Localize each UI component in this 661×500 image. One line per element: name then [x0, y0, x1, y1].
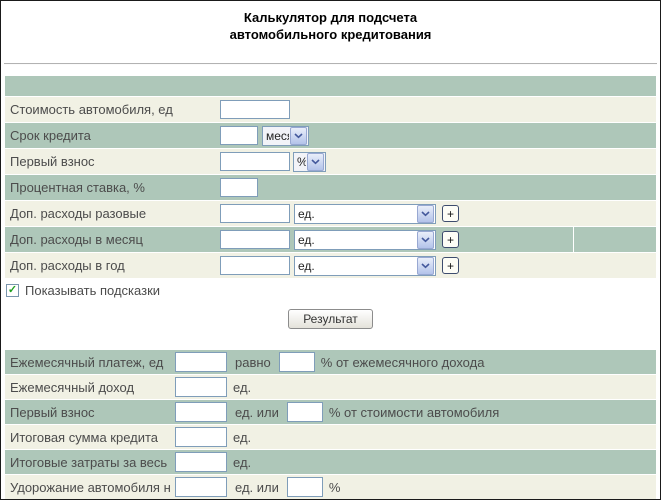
extra-once-unit-select[interactable]: ед.	[294, 203, 436, 224]
downpayment-input[interactable]	[220, 152, 290, 171]
row-label: Доп. расходы разовые	[10, 206, 147, 221]
downpayment-unit-value: %	[294, 155, 306, 169]
add-extra-monthly-button[interactable]: +	[442, 231, 459, 248]
result-button[interactable]: Результат	[288, 309, 373, 329]
total-costs-input[interactable]	[175, 452, 227, 472]
result-row: Ежемесячный доход ед.	[5, 375, 656, 399]
or-text: ед. или	[235, 479, 279, 495]
show-hints-label: Показывать подсказки	[25, 282, 161, 298]
suffix-text: % от ежемесячного дохода	[320, 354, 485, 370]
form-row: Доп. расходы разовые ед. +	[5, 201, 656, 226]
monthly-payment-input[interactable]	[175, 352, 227, 372]
monthly-income-input[interactable]	[175, 377, 227, 397]
suffix-text: %	[328, 479, 341, 495]
equals-text: равно	[235, 354, 271, 370]
price-increase-input[interactable]	[175, 477, 227, 497]
row-label: Доп. расходы в месяц	[10, 232, 143, 247]
chevron-down-icon	[290, 126, 307, 145]
row-label: Ежемесячный доход	[10, 379, 135, 395]
total-credit-input[interactable]	[175, 427, 227, 447]
results-section: Ежемесячный платеж, ед равно % от ежемес…	[1, 350, 660, 499]
suffix-text: ед.	[233, 429, 252, 445]
submit-row: Результат	[1, 309, 660, 329]
term-unit-value: месяц	[266, 128, 289, 143]
row-label: Стоимость автомобиля, ед	[10, 102, 173, 117]
hints-row: ✓ Показывать подсказки	[5, 279, 656, 301]
check-icon: ✓	[7, 283, 18, 296]
row-label: Процентная ставка, %	[10, 180, 145, 195]
result-row: Удорожание автомобиля на ед. или %	[5, 475, 656, 499]
extra-yearly-unit-select[interactable]: ед.	[294, 255, 436, 276]
row-label: Ежемесячный платеж, ед	[10, 354, 164, 370]
show-hints-checkbox[interactable]: ✓	[6, 283, 19, 297]
chevron-down-icon	[307, 152, 324, 171]
suffix-text: % от стоимости автомобиля	[328, 404, 500, 420]
page-title-line1: Калькулятор для подсчета	[243, 10, 418, 25]
interest-rate-input[interactable]	[220, 178, 258, 197]
extra-monthly-unit-select[interactable]: ед.	[294, 229, 436, 250]
form-row: Первый взнос %	[5, 149, 656, 174]
row-label: Первый взнос	[10, 404, 95, 420]
downpayment-unit-select[interactable]: %	[293, 151, 326, 172]
extra-monthly-input[interactable]	[220, 230, 290, 249]
extra-once-input[interactable]	[220, 204, 290, 223]
credit-term-input[interactable]	[220, 126, 258, 145]
suffix-text: ед.	[233, 379, 252, 395]
downpayment-result-input[interactable]	[175, 402, 227, 422]
horizontal-separator	[4, 63, 657, 65]
result-row: Первый взнос ед. или % от стоимости авто…	[5, 400, 656, 424]
form-row: Срок кредита месяц	[5, 123, 656, 148]
add-extra-once-button[interactable]: +	[442, 205, 459, 222]
car-cost-input[interactable]	[220, 100, 290, 119]
row-label: Доп. расходы в год	[10, 258, 125, 273]
result-row: Ежемесячный платеж, ед равно % от ежемес…	[5, 350, 656, 374]
row-label: Итоговая сумма кредита	[10, 429, 159, 445]
row-label: Первый взнос	[10, 154, 95, 169]
form-row: Доп. расходы в месяц ед. +	[5, 227, 656, 252]
chevron-down-icon	[417, 256, 434, 275]
result-row: Итоговая сумма кредита ед.	[5, 425, 656, 449]
price-increase-percent-input[interactable]	[286, 477, 323, 497]
page-title-line2: автомобильного кредитования	[229, 27, 432, 42]
page-title: Калькулятор для подсчета автомобильного …	[1, 1, 660, 43]
chevron-down-icon	[417, 204, 434, 223]
row-label: Срок кредита	[10, 128, 91, 143]
form-row: Стоимость автомобиля, ед	[5, 97, 656, 122]
row-label: Удорожание автомобиля на	[10, 479, 170, 495]
add-extra-yearly-button[interactable]: +	[442, 257, 459, 274]
form-row: Процентная ставка, %	[5, 175, 656, 200]
chevron-down-icon	[417, 230, 434, 249]
term-unit-select[interactable]: месяц	[262, 125, 309, 146]
form-row: Доп. расходы в год ед. +	[5, 253, 656, 278]
row-label: Итоговые затраты за весь срок	[10, 454, 170, 470]
or-text: ед. или	[235, 404, 279, 420]
downpayment-percent-input[interactable]	[286, 402, 323, 422]
result-row: Итоговые затраты за весь срок ед.	[5, 450, 656, 474]
cell-divider	[573, 227, 574, 252]
extra-monthly-unit-value: ед.	[298, 232, 315, 247]
table-header-band	[5, 76, 656, 96]
extra-yearly-input[interactable]	[220, 256, 290, 275]
suffix-text: ед.	[233, 454, 252, 470]
monthly-payment-percent-input[interactable]	[278, 352, 315, 372]
extra-yearly-unit-value: ед.	[298, 258, 315, 273]
extra-once-unit-value: ед.	[298, 206, 315, 221]
